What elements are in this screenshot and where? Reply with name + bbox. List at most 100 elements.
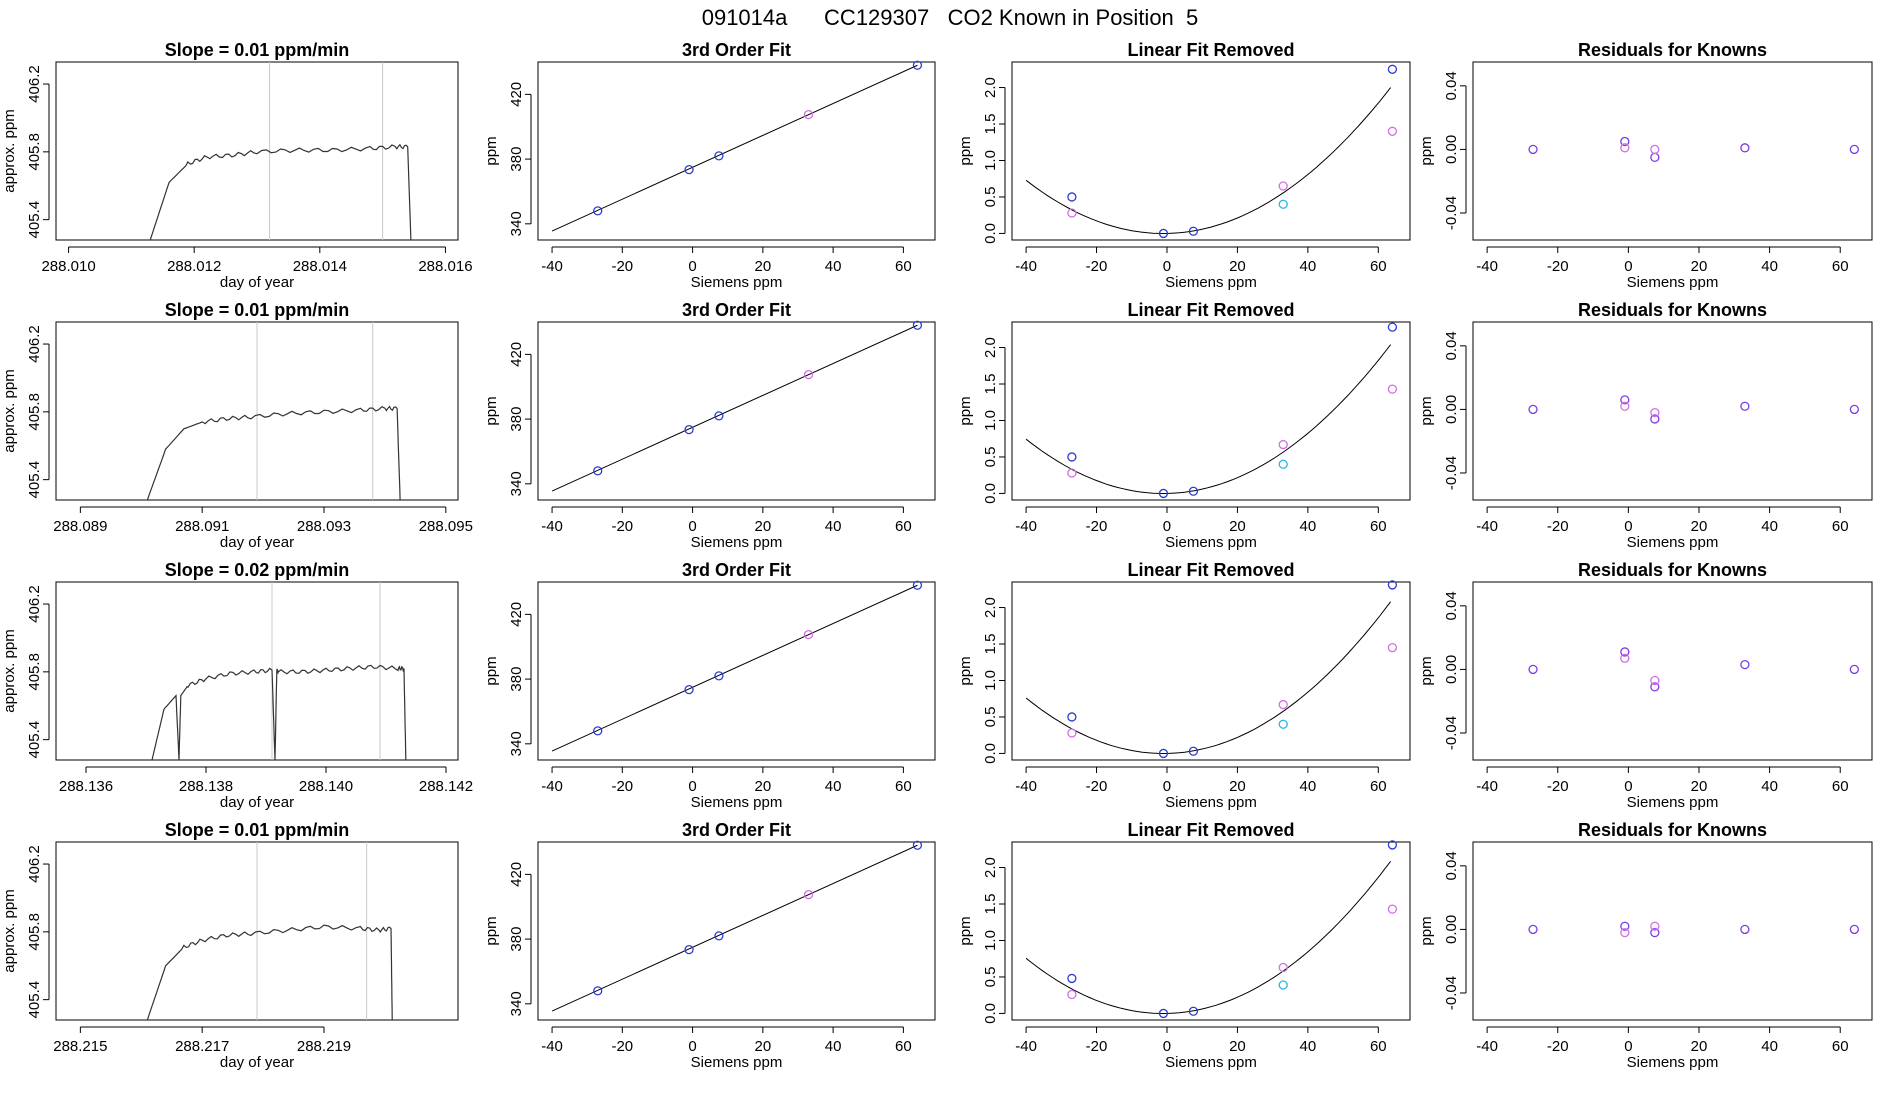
- plot-title: Residuals for Knowns: [1578, 560, 1767, 580]
- y-tick-label: -0.04: [1443, 456, 1460, 490]
- y-tick-label: 1.5: [982, 374, 999, 395]
- data-point: [1387, 64, 1398, 74]
- panel-fit-2: 3rd Order Fit -40 -20 0 20 40 60 Siemens ppm 340…: [483, 300, 936, 551]
- x-tick-label: 40: [825, 518, 842, 535]
- y-axis-label: ppm: [957, 916, 974, 945]
- x-tick-label: 0: [1163, 778, 1171, 795]
- panel-slope-3: Slope = 0.02 ppm/min 288.136 288.138 288.14…: [1, 560, 473, 811]
- x-tick-label: -40: [541, 778, 563, 795]
- x-tick-label: -20: [1547, 778, 1569, 795]
- data-point: [1067, 468, 1077, 478]
- y-tick-label: 405.4: [26, 721, 43, 759]
- x-tick-label: -40: [1015, 1038, 1037, 1055]
- data-point: [1387, 643, 1398, 653]
- plot-data: [551, 844, 918, 1012]
- plot-title: Residuals for Knowns: [1578, 300, 1767, 320]
- y-tick-label: 405.8: [26, 393, 43, 431]
- y-tick-label: 420: [508, 342, 525, 367]
- data-point: [1528, 664, 1538, 675]
- data-point: [1650, 927, 1660, 938]
- data-point: [1849, 144, 1859, 155]
- y-tick-label: 0.5: [982, 707, 999, 728]
- panel-resid-1: Residuals for Knowns -40 -20 0 20 40 60 Siemens…: [1418, 40, 1873, 291]
- plot-title: Residuals for Knowns: [1578, 40, 1767, 60]
- x-tick-label: 288.016: [418, 258, 472, 275]
- x-tick-label: 20: [1691, 778, 1708, 795]
- plot-data: [1025, 87, 1391, 235]
- plot-data: [551, 324, 918, 492]
- data-point: [803, 109, 814, 120]
- y-tick-label: 0.0: [982, 483, 999, 504]
- data-point: [1849, 664, 1859, 675]
- y-tick-label: 1.5: [982, 894, 999, 915]
- y-tick-label: 340: [508, 471, 525, 496]
- x-tick-label: 288.217: [175, 1038, 229, 1055]
- data-point: [1849, 404, 1859, 415]
- panel-linfit-3: Linear Fit Removed -40 -20 0 20 40 60 Siemens p…: [957, 560, 1411, 811]
- x-tick-label: 0: [688, 518, 696, 535]
- x-tick-label: 0: [1624, 778, 1632, 795]
- x-tick-label: 60: [1370, 778, 1387, 795]
- x-tick-label: 0: [1163, 258, 1171, 275]
- y-tick-label: 340: [508, 731, 525, 756]
- x-tick-label: 40: [1761, 1038, 1778, 1055]
- data-point: [1387, 904, 1398, 914]
- y-tick-label: 406.2: [26, 845, 43, 883]
- data-point: [912, 320, 923, 330]
- data-point: [1387, 384, 1398, 394]
- data-point: [684, 684, 694, 695]
- trace-line: [149, 143, 412, 240]
- y-tick-label: 0.0: [982, 743, 999, 764]
- x-tick-label: 60: [1832, 258, 1849, 275]
- data-point: [1188, 746, 1199, 756]
- data-point: [1849, 924, 1859, 935]
- fit-line: [551, 844, 918, 1012]
- x-tick-label: -20: [611, 1038, 633, 1055]
- data-point: [1620, 395, 1630, 405]
- trace-line: [146, 924, 393, 1020]
- x-axis-label: day of year: [220, 534, 294, 551]
- plot-data: [151, 582, 407, 760]
- x-tick-label: -20: [611, 518, 633, 535]
- x-tick-label: -20: [1547, 518, 1569, 535]
- x-tick-label: 60: [1832, 1038, 1849, 1055]
- data-point: [1067, 192, 1077, 202]
- data-point: [803, 369, 814, 380]
- plot-frame: [1011, 581, 1411, 761]
- x-tick-label: 60: [1370, 258, 1387, 275]
- fit-curve: [1025, 87, 1391, 235]
- trace-line: [151, 664, 407, 760]
- x-tick-label: 60: [895, 778, 912, 795]
- fit-line: [551, 324, 918, 492]
- y-axis-label: ppm: [957, 396, 974, 425]
- y-tick-label: 405.4: [26, 201, 43, 239]
- y-tick-label: 380: [508, 147, 525, 172]
- y-tick-label: 420: [508, 82, 525, 107]
- x-axis-label: Siemens ppm: [1165, 1054, 1257, 1071]
- data-point: [1278, 980, 1288, 990]
- x-tick-label: 20: [1229, 1038, 1246, 1055]
- panel-linfit-4: Linear Fit Removed -40 -20 0 20 40 60 Siemens p…: [957, 820, 1411, 1071]
- data-point: [1650, 682, 1660, 692]
- x-axis-label: Siemens ppm: [1165, 274, 1257, 291]
- plot-title: 3rd Order Fit: [682, 820, 791, 840]
- x-tick-label: 0: [1624, 518, 1632, 535]
- x-tick-label: 288.093: [297, 518, 351, 535]
- x-tick-label: 20: [1691, 518, 1708, 535]
- trace-line: [146, 405, 401, 500]
- data-point: [593, 726, 603, 736]
- y-tick-label: 1.0: [982, 150, 999, 171]
- x-axis-label: day of year: [220, 274, 294, 291]
- x-tick-label: -40: [1476, 1038, 1498, 1055]
- x-tick-label: -40: [541, 1038, 563, 1055]
- x-tick-label: 0: [688, 1038, 696, 1055]
- data-point: [1740, 143, 1750, 153]
- plot-frame: [1472, 581, 1873, 761]
- y-axis-label: approx. ppm: [1, 109, 18, 192]
- panel-fit-3: 3rd Order Fit -40 -20 0 20 40 60 Siemens ppm 340…: [483, 560, 936, 811]
- y-tick-label: 340: [508, 991, 525, 1016]
- plot-frame: [537, 841, 936, 1021]
- panel-slope-1: Slope = 0.01 ppm/min 288.010 288.012 288.01…: [1, 40, 473, 291]
- fit-curve: [1025, 860, 1391, 1015]
- y-axis-label: ppm: [483, 656, 500, 685]
